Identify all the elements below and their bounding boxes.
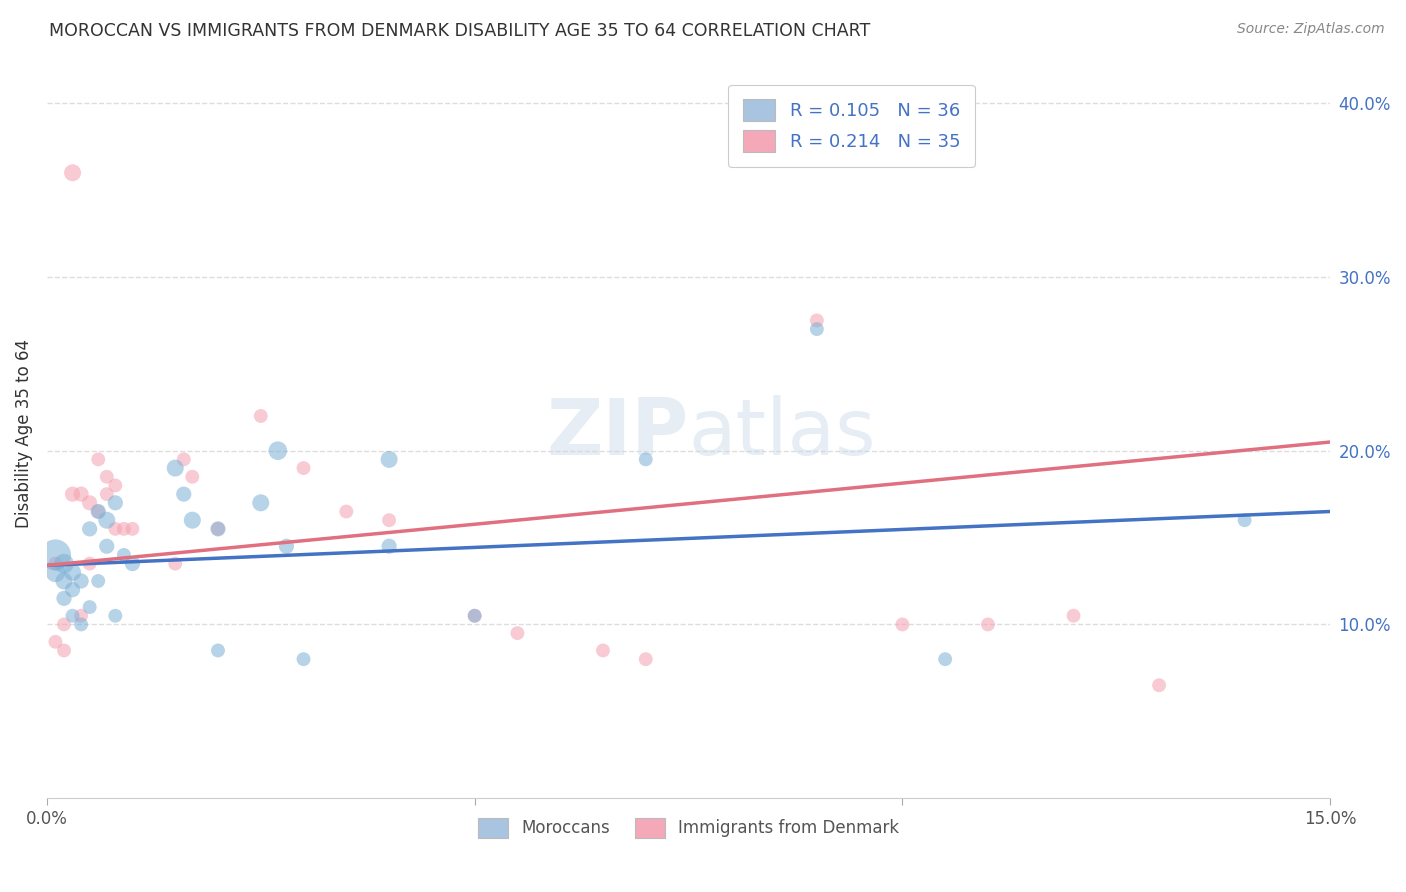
Text: ZIP: ZIP [547,395,689,471]
Point [44,634,66,648]
Point [104,608,127,623]
Point [181,513,204,527]
Point [70,574,93,588]
Point [634,452,657,467]
Point [112,548,135,562]
Point [87,574,110,588]
Point [53,643,76,657]
Point [378,513,401,527]
Point [1233,513,1256,527]
Point [104,496,127,510]
Point [53,591,76,606]
Point [634,652,657,666]
Point [96,539,118,553]
Point [165,461,187,475]
Point [249,409,271,423]
Point [464,608,486,623]
Point [891,617,914,632]
Point [79,557,101,571]
Point [806,322,828,336]
Point [165,557,187,571]
Point [44,566,66,580]
Point [1147,678,1170,692]
Point [173,487,195,501]
Point [104,478,127,492]
Point [249,496,271,510]
Point [87,452,110,467]
Point [62,166,84,180]
Point [79,496,101,510]
Point [96,487,118,501]
Point [79,522,101,536]
Point [87,504,110,518]
Point [292,461,315,475]
Point [44,557,66,571]
Point [53,574,76,588]
Point [1063,608,1085,623]
Point [276,539,298,553]
Point [207,522,229,536]
Text: Source: ZipAtlas.com: Source: ZipAtlas.com [1237,22,1385,37]
Point [378,452,401,467]
Point [464,608,486,623]
Point [181,469,204,483]
Point [53,617,76,632]
Point [207,643,229,657]
Point [173,452,195,467]
Legend: Moroccans, Immigrants from Denmark: Moroccans, Immigrants from Denmark [471,811,905,845]
Point [292,652,315,666]
Point [62,608,84,623]
Point [62,487,84,501]
Point [207,522,229,536]
Y-axis label: Disability Age 35 to 64: Disability Age 35 to 64 [15,339,32,528]
Point [934,652,956,666]
Point [62,582,84,597]
Point [96,469,118,483]
Point [96,513,118,527]
Point [592,643,614,657]
Point [977,617,1000,632]
Point [62,566,84,580]
Point [806,313,828,327]
Point [53,557,76,571]
Text: MOROCCAN VS IMMIGRANTS FROM DENMARK DISABILITY AGE 35 TO 64 CORRELATION CHART: MOROCCAN VS IMMIGRANTS FROM DENMARK DISA… [49,22,870,40]
Point [112,522,135,536]
Point [44,548,66,562]
Point [121,557,143,571]
Point [70,608,93,623]
Point [335,504,357,518]
Point [79,600,101,615]
Point [378,539,401,553]
Point [87,504,110,518]
Point [267,443,290,458]
Point [121,522,143,536]
Point [506,626,529,640]
Point [104,522,127,536]
Point [70,487,93,501]
Text: atlas: atlas [689,395,876,471]
Point [70,617,93,632]
